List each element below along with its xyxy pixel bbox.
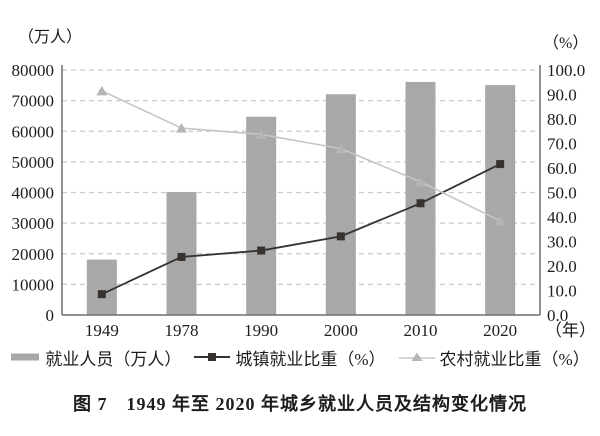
right-axis-tick-label: 50.0 bbox=[547, 184, 577, 203]
right-axis-tick-label: 70.0 bbox=[547, 135, 577, 154]
triangle-marker bbox=[255, 129, 267, 139]
square-marker bbox=[416, 199, 425, 208]
legend-item-urban-share: 城镇就业比重（%） bbox=[194, 345, 386, 370]
x-axis-tick-label: 2020 bbox=[483, 321, 517, 340]
square-marker bbox=[97, 290, 106, 299]
right-axis-tick-label: 40.0 bbox=[547, 208, 577, 227]
bar-1949 bbox=[86, 259, 117, 315]
triangle-marker bbox=[176, 123, 187, 133]
right-axis-tick-label: 100.0 bbox=[547, 61, 585, 80]
triangle-marker bbox=[96, 85, 108, 96]
legend-label-employment: 就业人员（万人） bbox=[45, 349, 182, 369]
bar-2020 bbox=[485, 85, 516, 315]
bar-1990 bbox=[246, 116, 277, 316]
x-axis-tick-label: 1990 bbox=[244, 321, 278, 340]
triangle-marker bbox=[415, 176, 426, 187]
line-square-swatch-icon bbox=[194, 353, 231, 361]
left-axis-tick-label: 70000 bbox=[12, 92, 55, 111]
x-axis-tick-label: 1949 bbox=[85, 321, 119, 340]
chart-legend: 就业人员（万人） 城镇就业比重（%） 农村就业比重（%） bbox=[0, 345, 600, 370]
right-axis-tick-label: 30.0 bbox=[547, 233, 577, 252]
x-axis-tick-label: 2010 bbox=[404, 321, 438, 340]
legend-label-urban-share: 城镇就业比重（%） bbox=[235, 349, 386, 369]
right-axis-tick-label: 60.0 bbox=[547, 159, 577, 178]
square-marker bbox=[336, 232, 345, 241]
legend-item-employment: 就业人员（万人） bbox=[10, 345, 181, 370]
rural-share-line bbox=[101, 90, 501, 222]
left-axis-tick-label: 30000 bbox=[12, 214, 55, 233]
square-marker bbox=[496, 160, 505, 169]
left-axis-tick-label: 20000 bbox=[12, 245, 55, 264]
square-marker bbox=[177, 252, 186, 261]
left-axis-tick-label: 40000 bbox=[12, 184, 55, 203]
right-axis-tick-label: 10.0 bbox=[547, 282, 577, 301]
right-axis-tick-label: 90.0 bbox=[547, 86, 577, 105]
x-axis-tick-label: 2000 bbox=[324, 321, 358, 340]
square-marker bbox=[257, 246, 266, 255]
x-axis-unit-label: （年） bbox=[545, 321, 596, 340]
line-triangle-swatch-icon bbox=[398, 352, 435, 361]
combo-chart-canvas: 0 10000 20000 30000 40000 50000 60000 70000 8000… bbox=[12, 28, 597, 340]
urban-share-line bbox=[101, 163, 501, 295]
bar-2000 bbox=[325, 94, 356, 315]
legend-label-rural-share: 农村就业比重（%） bbox=[439, 349, 590, 369]
right-axis-tick-label: 0.0 bbox=[547, 306, 568, 325]
left-axis-unit-label: （万人） bbox=[18, 28, 82, 46]
triangle-marker bbox=[494, 215, 506, 226]
triangle-marker bbox=[335, 143, 347, 154]
left-axis-tick-label: 50000 bbox=[12, 153, 55, 172]
figure-caption: 图 7 1949 年至 2020 年城乡就业人员及结构变化情况 bbox=[73, 394, 527, 414]
left-axis-tick-label: 0 bbox=[46, 306, 55, 325]
bar-swatch-icon bbox=[11, 353, 40, 361]
right-axis-tick-label: 20.0 bbox=[547, 257, 577, 276]
legend-item-rural-share: 农村就业比重（%） bbox=[398, 345, 590, 370]
right-axis-unit-label: （%） bbox=[543, 34, 588, 52]
left-axis-tick-label: 80000 bbox=[12, 61, 55, 80]
x-axis-tick-label: 1978 bbox=[165, 321, 199, 340]
right-axis-tick-label: 80.0 bbox=[547, 110, 577, 129]
left-axis-tick-label: 10000 bbox=[12, 275, 55, 294]
left-axis-tick-label: 60000 bbox=[12, 122, 55, 141]
